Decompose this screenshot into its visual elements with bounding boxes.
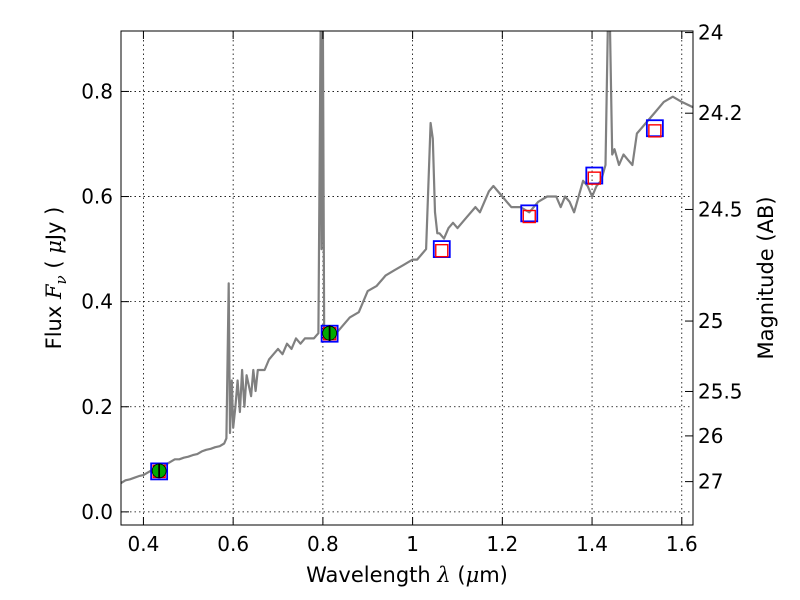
y2-axis: 24 24.2 24.5 25 25.5 26 27 [685,21,743,494]
plot-frame [120,30,694,526]
y2-tick-label: 27 [698,470,723,494]
y-tick-label: 0.8 [81,79,113,103]
x-axis-label: Wavelength λ (μm) [306,563,508,587]
y2-tick-label: 24 [698,21,723,45]
y2-tick-label: 24.2 [698,101,743,125]
y-tick-label: 0.4 [81,290,113,314]
x-tick-label: 0.8 [307,532,339,556]
y-axis: 0.0 0.2 0.4 0.6 0.8 [81,79,129,524]
model-flux-marker [587,171,602,185]
x-tick-label: 1.2 [486,532,518,556]
y2-tick-label: 26 [698,424,723,448]
y2-tick-label: 24.5 [698,197,743,221]
y-tick-label: 0.2 [81,395,113,419]
x-tick-label: 0.4 [128,532,160,556]
model-spectrum-line [121,31,693,484]
y-axis-label: Flux Fν ( μJy ) [42,207,70,350]
y2-axis-label: Magnitude (AB) [754,196,778,359]
model-flux-marker [522,209,536,224]
x-tick-label: 0.6 [217,532,249,556]
x-tick-label: 1.6 [666,532,698,556]
y-tick-label: 0.6 [81,185,113,209]
x-axis: 0.4 0.6 0.8 1 1.2 1.4 1.6 [128,31,698,556]
x-tick-label: 1 [406,532,419,556]
observed-flux-marker [520,204,539,223]
plot-area [121,31,693,484]
model-flux-marker [648,124,662,138]
y2-tick-label: 25 [698,309,723,333]
x-tick-label: 1.4 [576,532,608,556]
observed-flux-marker [150,462,169,481]
y2-tick-label: 25.5 [698,379,743,403]
y-tick-label: 0.0 [81,500,113,524]
model-flux-marker [435,243,449,258]
